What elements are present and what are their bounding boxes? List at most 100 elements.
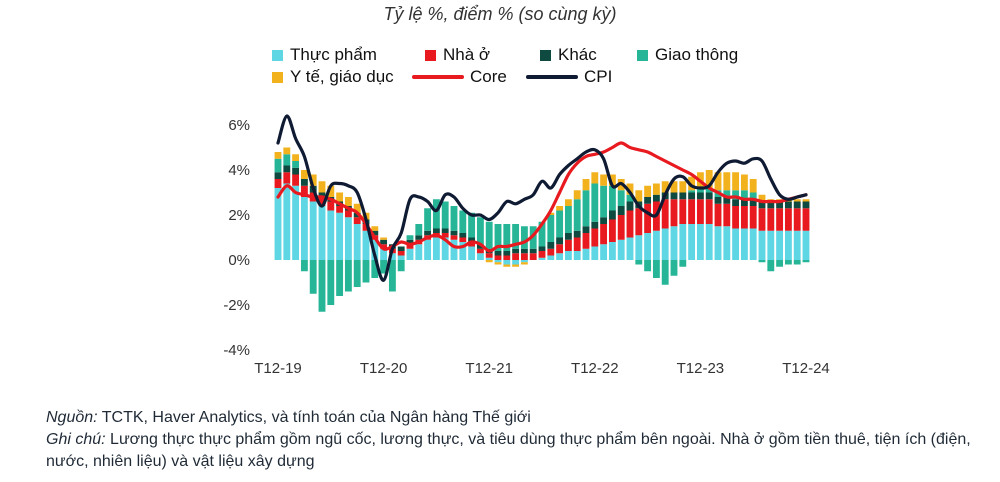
bar-segment bbox=[600, 244, 608, 260]
bar-segment bbox=[529, 253, 537, 260]
bar-segment bbox=[608, 210, 616, 220]
bar-segment bbox=[432, 228, 440, 233]
bar-segment bbox=[494, 260, 502, 263]
legend-label-core: Core bbox=[470, 67, 507, 86]
bar-segment bbox=[617, 190, 625, 206]
bar-segment bbox=[424, 208, 432, 231]
bar-segment bbox=[485, 221, 493, 249]
bar-segment bbox=[784, 208, 792, 231]
bar-segment bbox=[723, 172, 731, 191]
bar-segment bbox=[397, 255, 405, 260]
bar-segment bbox=[371, 260, 379, 278]
bar-segment bbox=[397, 260, 405, 272]
bar-segment bbox=[802, 260, 810, 263]
legend-item-giao-thong: Giao thông bbox=[637, 45, 738, 65]
bar-segment bbox=[582, 233, 590, 249]
bar-segment bbox=[556, 244, 564, 254]
y-tick-label: 0% bbox=[228, 252, 250, 269]
y-tick-label: 4% bbox=[228, 162, 250, 179]
bar-segment bbox=[274, 158, 282, 173]
bar-segment bbox=[318, 181, 326, 193]
bar-segment bbox=[450, 239, 458, 260]
bar-segment bbox=[635, 190, 643, 202]
bar-segment bbox=[705, 199, 713, 224]
bar-segment bbox=[371, 226, 379, 231]
bar-segment bbox=[274, 172, 282, 179]
bar-segment bbox=[767, 208, 775, 231]
bar-segment bbox=[292, 174, 300, 186]
bar-segment bbox=[652, 230, 660, 260]
bar-segment bbox=[723, 197, 731, 204]
bar-segment bbox=[793, 201, 801, 209]
bar-segment bbox=[547, 215, 555, 242]
bar-segment bbox=[512, 253, 520, 260]
bar-segment bbox=[503, 251, 511, 256]
bar-segment bbox=[520, 226, 528, 249]
bar-segment bbox=[441, 228, 449, 233]
bar-segment bbox=[802, 208, 810, 231]
bar-segment bbox=[564, 199, 572, 206]
bar-segment bbox=[696, 199, 704, 224]
bar-segment bbox=[564, 239, 572, 251]
bar-segment bbox=[406, 244, 414, 249]
bar-segment bbox=[450, 235, 458, 240]
bar-segment bbox=[538, 246, 546, 251]
bar-segment bbox=[688, 176, 696, 191]
bar-segment bbox=[626, 210, 634, 238]
x-tick-label: T12-19 bbox=[254, 360, 302, 377]
y-axis: 6% 4% 2% 0% -2% -4% bbox=[223, 117, 250, 359]
bar-segment bbox=[714, 172, 722, 191]
bar-segment bbox=[679, 199, 687, 224]
legend-swatch-nha-o bbox=[425, 49, 436, 61]
bar-segment bbox=[723, 203, 731, 227]
bar-segment bbox=[793, 199, 801, 202]
bar-segment bbox=[353, 203, 361, 213]
bar-segment bbox=[520, 253, 528, 260]
bar-segment bbox=[380, 248, 388, 260]
bar-segment bbox=[688, 190, 696, 193]
bar-segment bbox=[476, 248, 484, 254]
bar-segment bbox=[661, 228, 669, 260]
bar-segment bbox=[406, 235, 414, 240]
bar-segment bbox=[353, 217, 361, 224]
bar-segment bbox=[432, 237, 440, 260]
bar-segment bbox=[520, 262, 528, 265]
bar-segment bbox=[749, 179, 757, 193]
bar-segment bbox=[679, 224, 687, 260]
bar-segment bbox=[283, 147, 291, 155]
bar-segment bbox=[459, 237, 467, 242]
bar-segment bbox=[732, 190, 740, 200]
bar-segment bbox=[503, 224, 511, 251]
bar-segment bbox=[652, 194, 660, 202]
bar-segment bbox=[696, 224, 704, 260]
bar-segment bbox=[564, 206, 572, 233]
legend-label-thuc-pham: Thực phẩm bbox=[290, 45, 377, 64]
legend-label-nha-o: Nhà ở bbox=[443, 45, 491, 64]
legend-swatch-khac bbox=[540, 49, 551, 61]
bar-segment bbox=[450, 230, 458, 236]
bar-segment bbox=[468, 246, 476, 260]
bar-segment bbox=[732, 199, 740, 206]
bar-segment bbox=[670, 192, 678, 200]
bar-segment bbox=[547, 248, 555, 256]
bar-segment bbox=[679, 260, 687, 267]
bar-segment bbox=[652, 260, 660, 278]
bar-segment bbox=[635, 208, 643, 236]
chart-subtitle: Tỷ lệ %, điểm % (so cùng kỳ) bbox=[383, 4, 617, 24]
bar-segment bbox=[424, 239, 432, 260]
bar-segment bbox=[344, 260, 352, 292]
bar-segment bbox=[635, 260, 643, 265]
bar-segment bbox=[476, 253, 484, 260]
bar-segment bbox=[608, 242, 616, 260]
bar-segment bbox=[336, 212, 344, 260]
bar-segment bbox=[723, 226, 731, 260]
bar-segment bbox=[626, 183, 634, 195]
legend-item-core: Core bbox=[412, 67, 507, 87]
bar-segment bbox=[485, 253, 493, 258]
source-label: Nguồn: bbox=[46, 409, 98, 426]
bar-segment bbox=[732, 228, 740, 260]
bar-segment bbox=[300, 179, 308, 186]
bar-segment bbox=[670, 199, 678, 227]
bar-segment bbox=[459, 210, 467, 233]
bar-segment bbox=[538, 251, 546, 258]
